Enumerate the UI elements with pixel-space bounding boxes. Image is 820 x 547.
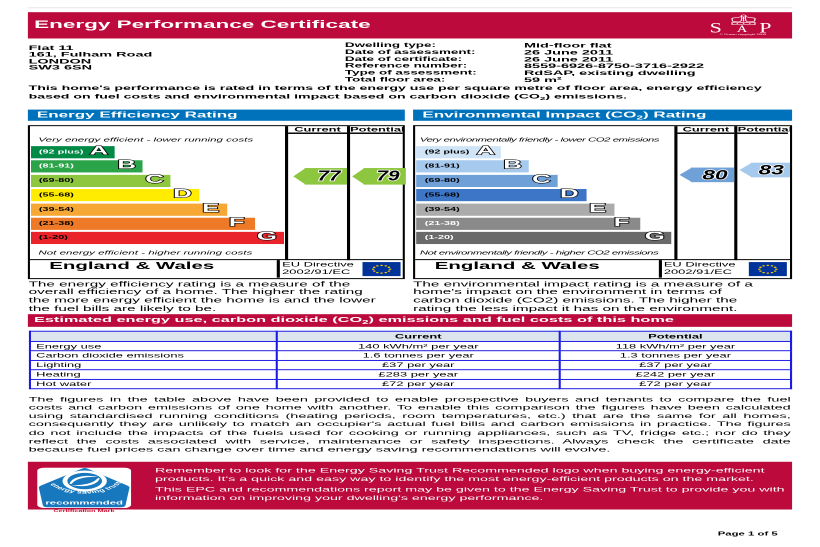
svg-text:recommended: recommended (45, 500, 123, 506)
svg-text:P: P (759, 20, 771, 36)
svg-text:S: S (710, 20, 722, 36)
svg-text:A: A (737, 23, 748, 34)
svg-text:© Crown copyright 2009: © Crown copyright 2009 (720, 33, 767, 35)
